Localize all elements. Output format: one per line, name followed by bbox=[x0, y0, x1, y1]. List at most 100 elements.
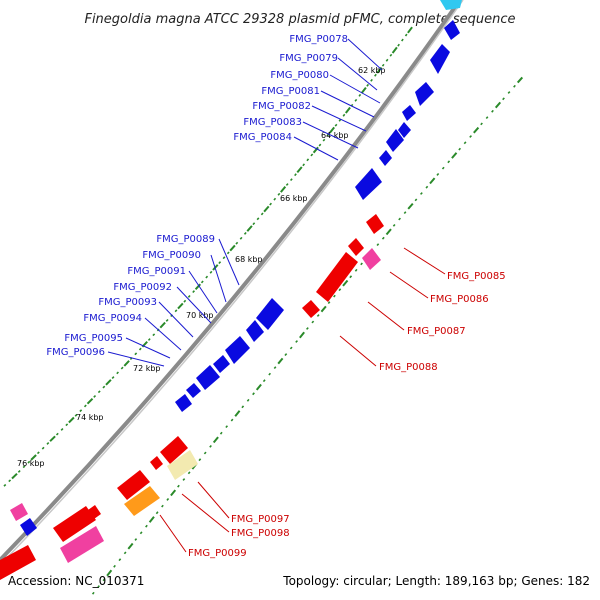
scale-tick bbox=[360, 86, 367, 94]
scale-tick bbox=[502, 97, 505, 101]
scale-tick bbox=[316, 314, 320, 317]
scale-tick bbox=[170, 489, 177, 497]
gene-label[interactable]: FMG_P0094 bbox=[83, 313, 142, 324]
scale-tick bbox=[269, 202, 272, 206]
scale-tick bbox=[252, 222, 256, 226]
scale-tick bbox=[113, 564, 116, 568]
gene-feature[interactable] bbox=[379, 150, 392, 166]
kbp-tick-label: 74 kbp bbox=[76, 413, 104, 422]
scale-tick bbox=[429, 177, 436, 185]
scale-tick bbox=[118, 558, 122, 562]
gene-label[interactable]: FMG_P0083 bbox=[243, 117, 302, 128]
gene-feature[interactable] bbox=[60, 526, 104, 563]
scale-tick bbox=[277, 357, 284, 365]
gene-label[interactable]: FMG_P0086 bbox=[430, 294, 489, 305]
gene-label[interactable]: FMG_P0090 bbox=[142, 250, 201, 261]
scale-tick bbox=[403, 211, 407, 215]
scale-tick bbox=[398, 217, 401, 221]
gene-feature[interactable] bbox=[398, 122, 411, 138]
scale-tick bbox=[306, 327, 309, 330]
scale-tick bbox=[134, 352, 138, 356]
scale-tick bbox=[91, 591, 95, 595]
gene-feature[interactable] bbox=[355, 168, 382, 200]
gene-feature[interactable] bbox=[256, 298, 284, 330]
gene-label[interactable]: FMG_P0098 bbox=[231, 528, 290, 539]
scale-tick bbox=[302, 163, 306, 167]
gene-feature[interactable] bbox=[53, 506, 96, 542]
reverse-leader-lines bbox=[159, 247, 446, 553]
gene-feature[interactable] bbox=[366, 214, 384, 234]
gene-feature[interactable] bbox=[302, 300, 320, 318]
scale-tick bbox=[381, 236, 385, 240]
gene-feature[interactable] bbox=[88, 505, 101, 519]
gene-feature[interactable] bbox=[402, 105, 416, 121]
scale-tick bbox=[159, 321, 166, 329]
gene-feature[interactable] bbox=[386, 129, 404, 152]
gene-feature[interactable] bbox=[150, 456, 163, 470]
gene-feature[interactable] bbox=[175, 394, 192, 412]
scale-tick bbox=[389, 53, 393, 57]
gene-label[interactable]: FMG_P0078 bbox=[289, 34, 348, 45]
scale-tick bbox=[83, 404, 87, 408]
backbone-ring-shadow bbox=[2, 0, 464, 563]
scale-tick bbox=[366, 83, 370, 87]
scale-tick bbox=[200, 280, 204, 284]
gene-feature[interactable] bbox=[0, 545, 36, 580]
scale-tick bbox=[55, 432, 59, 436]
gene-label[interactable]: FMG_P0096 bbox=[46, 347, 105, 358]
gene-feature[interactable] bbox=[430, 44, 450, 74]
scale-tick bbox=[289, 346, 293, 350]
kbp-labels: 62 kbp 64 kbp 66 kbp 68 kbp 70 kbp 72 kb… bbox=[17, 66, 386, 468]
gene-feature[interactable] bbox=[362, 248, 381, 270]
gene-label[interactable]: FMG_P0088 bbox=[379, 362, 438, 373]
scale-tick bbox=[187, 294, 191, 298]
gene-feature[interactable] bbox=[196, 365, 220, 390]
gene-label[interactable]: FMG_P0093 bbox=[98, 297, 157, 308]
scale-tick bbox=[263, 205, 270, 213]
scale-tick bbox=[294, 173, 297, 177]
scale-tick bbox=[30, 454, 37, 461]
scale-tick bbox=[273, 366, 277, 370]
gene-label[interactable]: FMG_P0091 bbox=[127, 266, 186, 277]
gene-label[interactable]: FMG_P0081 bbox=[261, 86, 320, 97]
gene-feature[interactable] bbox=[415, 82, 434, 106]
gene-label[interactable]: FMG_P0084 bbox=[233, 132, 292, 143]
gene-label[interactable]: FMG_P0085 bbox=[447, 271, 506, 282]
gene-feature[interactable] bbox=[117, 470, 150, 500]
gene-label[interactable]: FMG_P0097 bbox=[231, 514, 290, 525]
gene-label[interactable]: FMG_P0080 bbox=[270, 70, 329, 81]
scale-tick bbox=[36, 451, 40, 455]
gene-feature[interactable] bbox=[246, 320, 264, 342]
scale-tick bbox=[358, 93, 362, 97]
gene-feature[interactable] bbox=[316, 252, 358, 302]
gene-feature[interactable] bbox=[167, 450, 198, 480]
gene-label[interactable]: FMG_P0095 bbox=[64, 333, 123, 344]
gene-feature[interactable] bbox=[20, 518, 37, 536]
reverse-gene-labels: FMG_P0085 FMG_P0086 FMG_P0087 FMG_P0088 … bbox=[188, 271, 506, 559]
scale-tick bbox=[447, 160, 451, 164]
gene-label[interactable]: FMG_P0079 bbox=[279, 53, 338, 64]
scale-tick bbox=[354, 268, 358, 272]
scale-tick bbox=[205, 275, 209, 279]
gene-feature[interactable] bbox=[160, 436, 188, 464]
gene-label[interactable]: FMG_P0099 bbox=[188, 548, 247, 559]
gene-feature[interactable] bbox=[348, 238, 364, 256]
scale-tick bbox=[138, 347, 142, 351]
scale-tick bbox=[333, 294, 336, 298]
scale-tick bbox=[192, 290, 195, 294]
scale-tick bbox=[299, 331, 305, 339]
gene-feature[interactable] bbox=[10, 503, 28, 521]
scale-tick bbox=[102, 385, 106, 389]
gene-feature[interactable] bbox=[124, 486, 160, 516]
gene-label[interactable]: FMG_P0089 bbox=[156, 234, 215, 245]
gene-label[interactable]: FMG_P0092 bbox=[113, 282, 172, 293]
gene-feature[interactable] bbox=[186, 383, 201, 398]
gene-label[interactable]: FMG_P0087 bbox=[407, 326, 466, 337]
gene-label[interactable]: FMG_P0082 bbox=[252, 101, 311, 112]
scale-tick bbox=[187, 471, 191, 475]
gene-feature[interactable] bbox=[444, 20, 460, 40]
scale-tick bbox=[235, 241, 239, 245]
gene-feature[interactable] bbox=[225, 336, 250, 364]
gene-feature[interactable] bbox=[213, 355, 230, 373]
gene-feature[interactable] bbox=[440, 0, 462, 10]
